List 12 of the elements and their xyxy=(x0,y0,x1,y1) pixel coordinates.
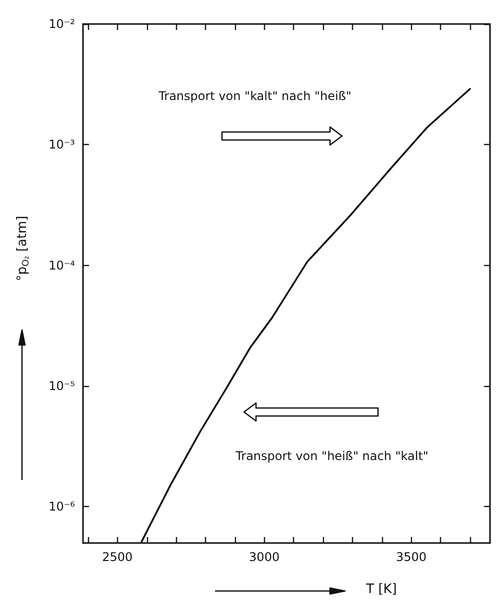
y-tick-label: 10⁻⁶ xyxy=(48,500,76,514)
x-tick-label: 2500 xyxy=(102,550,133,564)
x-tick-label: 3500 xyxy=(396,550,427,564)
x-axis-title: T [K] xyxy=(365,582,397,597)
y-tick-label: 10⁻² xyxy=(48,17,76,31)
y-axis-title: °pO₂ [atm] xyxy=(15,216,32,282)
annotation: Transport von "kalt" nach "heiß" xyxy=(158,89,352,103)
annotation: Transport von "heiß" nach "kalt" xyxy=(234,449,428,463)
y-tick-label: 10⁻⁵ xyxy=(48,379,76,394)
y-tick-label: 10⁻³ xyxy=(48,138,76,152)
x-tick-label: 3000 xyxy=(249,550,280,564)
y-tick-label: 10⁻⁴ xyxy=(48,258,76,272)
